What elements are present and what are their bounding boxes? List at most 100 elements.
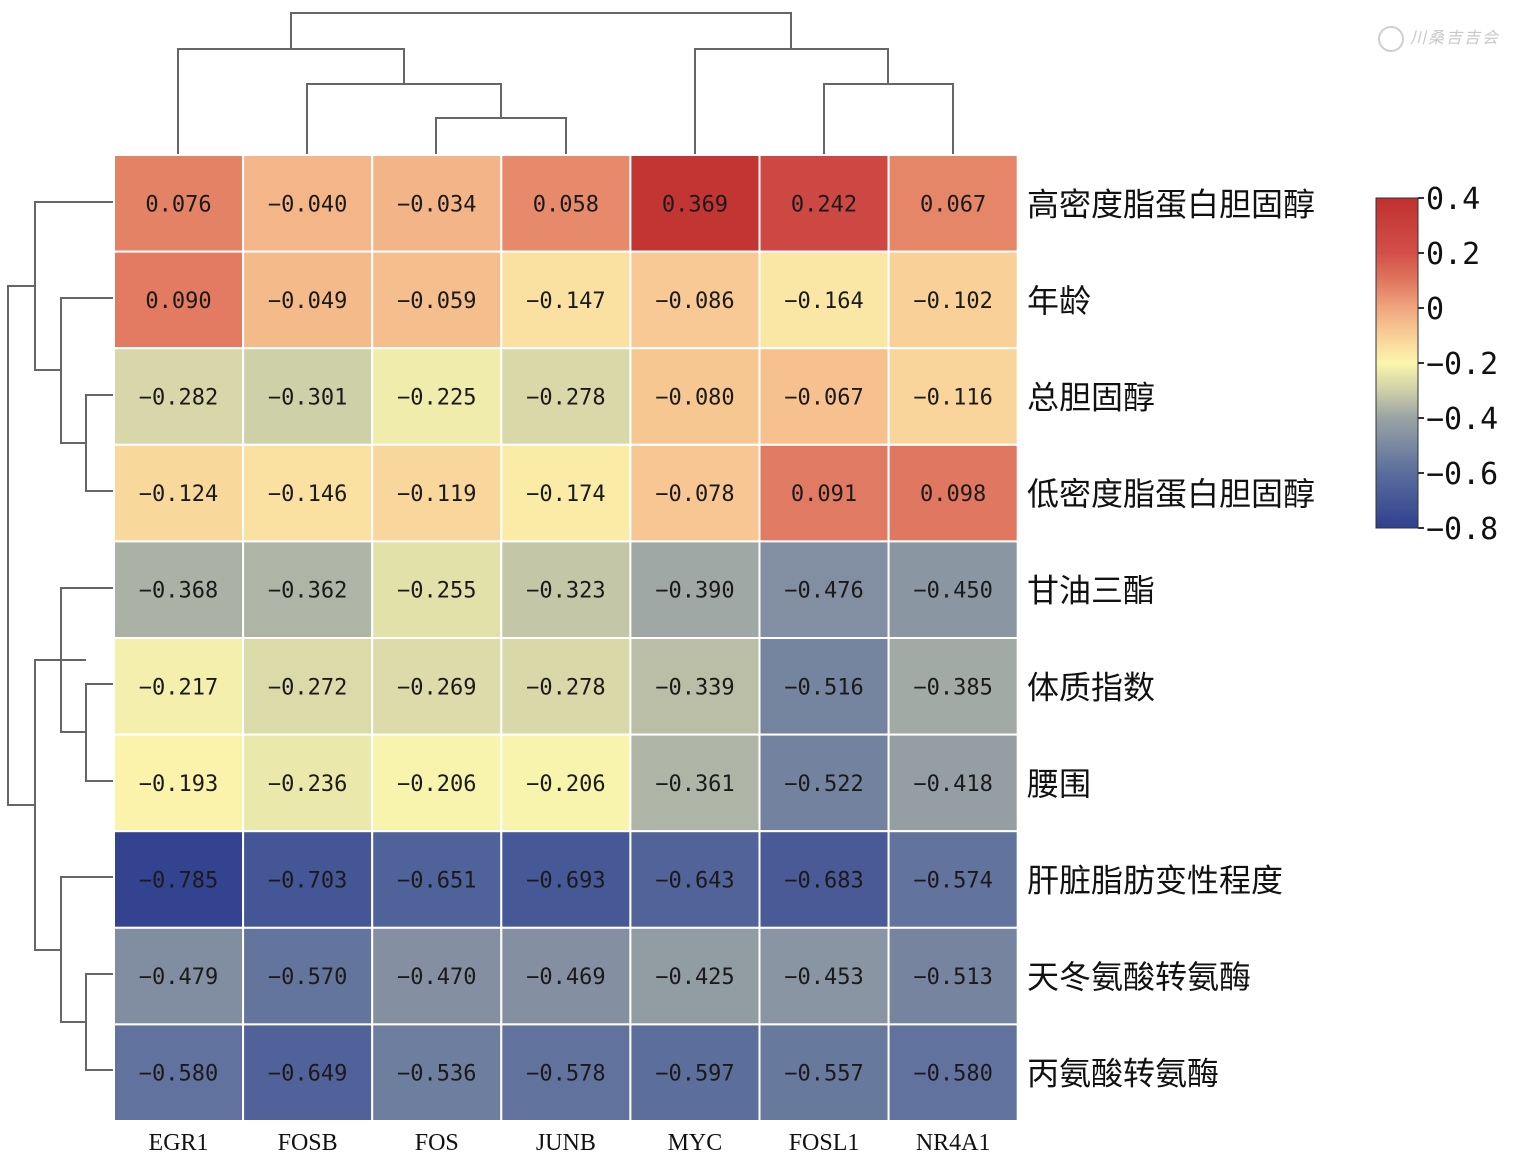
- cell-value-label: −0.450: [913, 579, 992, 604]
- heatmap-cell: [887, 926, 1019, 1026]
- row-dendrogram: [7, 201, 114, 1071]
- heatmap-cell: [887, 443, 1019, 543]
- heatmap-cell: [887, 154, 1019, 253]
- cell-value-label: −0.580: [139, 1062, 218, 1087]
- row-label: 高密度脂蛋白胆固醇: [1027, 185, 1315, 223]
- cell-value-label: −0.225: [397, 386, 476, 411]
- cell-value-label: −0.703: [268, 869, 347, 894]
- heatmap-cell: [887, 347, 1019, 446]
- heatmap-cell: [629, 1023, 761, 1123]
- row-label: 甘油三酯: [1027, 572, 1155, 610]
- cell-value-label: 0.091: [791, 482, 857, 507]
- heatmap-cell: [758, 733, 890, 833]
- heatmap-cell: [629, 154, 761, 253]
- row-label: 腰围: [1027, 765, 1091, 803]
- heatmap-cell: [887, 250, 1019, 350]
- watermark-logo-icon: [1378, 25, 1404, 52]
- cell-value-label: −0.470: [397, 965, 476, 990]
- cell-value-label: −0.034: [397, 192, 476, 217]
- heatmap-cell: [758, 443, 890, 543]
- dendrogram-branch: [60, 876, 114, 1023]
- row-labels: 高密度脂蛋白胆固醇年龄总胆固醇低密度脂蛋白胆固醇甘油三酯体质指数腰围肝脏脂肪变性…: [1027, 185, 1315, 1092]
- cell-value-label: −0.278: [526, 675, 605, 700]
- heatmap-cell: [758, 637, 890, 736]
- column-label: JUNB: [536, 1130, 596, 1156]
- dendrogram-branch: [7, 285, 35, 806]
- heatmap-cell: [371, 1023, 503, 1123]
- heatmap-cell: [500, 637, 632, 736]
- dendrogram-branch: [306, 83, 502, 155]
- row-label: 体质指数: [1027, 668, 1155, 706]
- cell-value-label: −0.453: [784, 965, 863, 990]
- column-label: MYC: [668, 1130, 723, 1156]
- row-label: 丙氨酸转氨酶: [1027, 1055, 1219, 1093]
- cell-value-label: −0.174: [526, 482, 605, 507]
- heatmap-cell: [500, 443, 632, 543]
- row-label: 总胆固醇: [1027, 379, 1155, 417]
- cell-value-label: −0.557: [784, 1062, 863, 1087]
- heatmap-cell: [242, 540, 374, 640]
- cell-value-label: −0.651: [397, 869, 476, 894]
- heatmap-cell: [629, 830, 761, 929]
- heatmap-cell: [500, 830, 632, 929]
- cell-value-label: −0.785: [139, 869, 218, 894]
- cell-value-label: −0.578: [526, 1062, 605, 1087]
- row-label: 肝脏脂肪变性程度: [1027, 862, 1283, 900]
- cell-value-label: −0.102: [913, 289, 992, 314]
- heatmap-cell: [887, 830, 1019, 929]
- heatmap-cell: [113, 733, 245, 833]
- heatmap-cell: [113, 540, 245, 640]
- column-label: EGR1: [149, 1130, 209, 1156]
- cell-value-label: −0.683: [784, 869, 863, 894]
- cell-value-label: 0.067: [920, 192, 986, 217]
- cell-value-label: −0.217: [139, 675, 218, 700]
- column-labels: EGR1 FOSB FOS JUNB MYC FOSL1 NR4A1: [149, 1130, 991, 1156]
- colorbar-tick-label: −0.2: [1426, 347, 1498, 382]
- heatmap-cell: [887, 1023, 1019, 1123]
- heatmap-cell: [500, 250, 632, 350]
- cell-value-label: 0.098: [920, 482, 986, 507]
- cell-value-label: −0.282: [139, 386, 218, 411]
- cell-value-label: −0.269: [397, 675, 476, 700]
- column-label: FOSB: [278, 1130, 338, 1156]
- dendrogram-branch: [85, 394, 114, 492]
- dendrogram-branch: [34, 201, 114, 371]
- heatmap-cell: [758, 540, 890, 640]
- heatmap-cell: [242, 1023, 374, 1123]
- heatmap-cell: [629, 733, 761, 833]
- cell-value-label: −0.516: [784, 675, 863, 700]
- dendrogram-branch: [694, 48, 889, 155]
- dendrogram-branch: [435, 117, 567, 155]
- cell-value-label: −0.049: [268, 289, 347, 314]
- cell-value-label: −0.390: [655, 579, 734, 604]
- column-label: FOSL1: [789, 1130, 860, 1156]
- heatmap-cell: [887, 637, 1019, 736]
- cell-value-label: −0.339: [655, 675, 734, 700]
- cell-value-label: −0.078: [655, 482, 734, 507]
- cell-value-label: −0.301: [268, 386, 347, 411]
- heatmap-cell: [758, 154, 890, 253]
- cell-value-label: −0.479: [139, 965, 218, 990]
- heatmap-cell: [371, 347, 503, 446]
- cell-value-label: −0.368: [139, 579, 218, 604]
- cell-value-label: −0.124: [139, 482, 218, 507]
- dendrogram-branch: [290, 12, 792, 49]
- row-label: 低密度脂蛋白胆固醇: [1027, 475, 1315, 513]
- cell-value-label: −0.469: [526, 965, 605, 990]
- cell-value-label: −0.146: [268, 482, 347, 507]
- cell-value-label: −0.067: [784, 386, 863, 411]
- heatmap-cell: [371, 637, 503, 736]
- colorbar-gradient: [1375, 197, 1419, 529]
- heatmap-cell: [758, 1023, 890, 1123]
- cell-value-label: −0.643: [655, 869, 734, 894]
- cell-value-label: 0.058: [533, 192, 599, 217]
- heatmap-cell: [113, 443, 245, 543]
- colorbar-tick-label: −0.4: [1426, 402, 1498, 437]
- cell-value-label: −0.206: [526, 772, 605, 797]
- cell-value-label: −0.580: [913, 1062, 992, 1087]
- column-dendrogram: [177, 12, 954, 155]
- heatmap-cell: [371, 733, 503, 833]
- heatmap-cell: [500, 1023, 632, 1123]
- dendrogram-branch: [85, 973, 114, 1071]
